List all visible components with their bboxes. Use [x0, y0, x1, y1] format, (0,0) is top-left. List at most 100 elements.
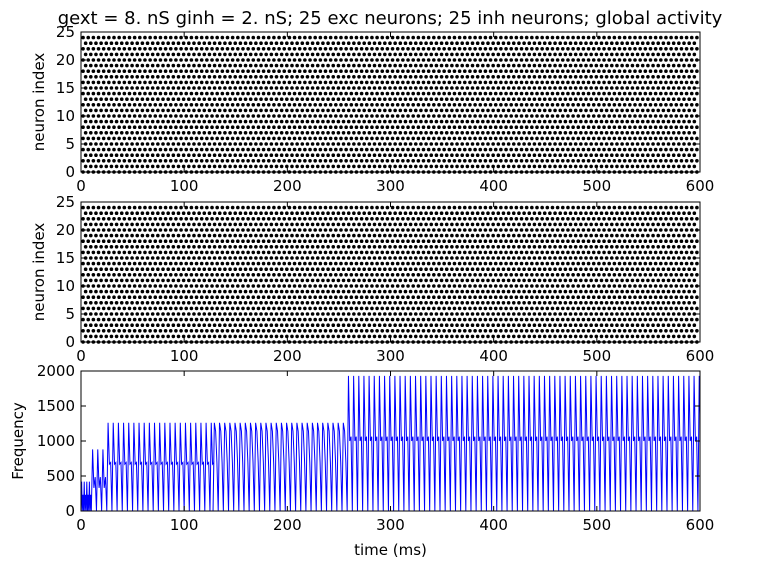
- spike-point: [553, 153, 557, 157]
- spike-point: [434, 278, 439, 283]
- spike-point: [243, 256, 248, 260]
- spike-point: [125, 301, 129, 305]
- spike-point: [550, 35, 555, 40]
- spike-point: [460, 153, 465, 157]
- spike-point: [499, 80, 503, 85]
- spike-point: [408, 52, 413, 57]
- spike-point: [581, 295, 586, 300]
- spike-point: [236, 306, 240, 311]
- spike-point: [401, 35, 405, 40]
- spike-point: [692, 267, 697, 272]
- spike-point: [215, 114, 219, 118]
- spike-point: [282, 80, 287, 85]
- spike-point: [444, 86, 449, 90]
- spike-point: [383, 86, 387, 90]
- spike-point: [462, 159, 467, 163]
- spike-point: [261, 136, 266, 141]
- spike-point: [573, 52, 578, 57]
- spike-point: [223, 119, 227, 124]
- spike-point: [346, 119, 351, 124]
- spike-point: [468, 69, 472, 73]
- spike-point: [481, 86, 485, 90]
- spike-point: [648, 261, 653, 266]
- spike-point: [620, 256, 624, 260]
- spike-point: [540, 295, 544, 300]
- spike-point: [530, 306, 534, 311]
- spike-point: [259, 267, 263, 272]
- spike-point: [156, 153, 160, 157]
- spike-point: [261, 284, 266, 288]
- spike-point: [114, 312, 119, 316]
- x-tick-label: 0: [76, 177, 86, 195]
- spike-point: [153, 91, 158, 96]
- spike-point: [519, 306, 524, 311]
- spike-point: [560, 159, 565, 163]
- spike-point: [210, 114, 214, 118]
- spike-point: [310, 142, 315, 146]
- spike-point: [434, 41, 439, 45]
- spike-point: [689, 329, 694, 333]
- spike-point: [421, 147, 426, 152]
- spike-point: [264, 256, 268, 260]
- spike-point: [189, 35, 194, 40]
- spike-point: [439, 256, 444, 260]
- spike-point: [264, 142, 268, 146]
- spike-point: [344, 80, 348, 85]
- spike-point: [630, 41, 635, 45]
- spike-point: [462, 80, 467, 85]
- spike-point: [524, 125, 529, 129]
- spike-point: [269, 334, 274, 339]
- figure-title: gext = 8. nS ginh = 2. nS; 25 exc neuron…: [58, 8, 723, 29]
- spike-point: [339, 114, 343, 118]
- spike-point: [264, 323, 268, 328]
- spike-point: [251, 91, 256, 96]
- spike-point: [419, 75, 423, 79]
- spike-point: [568, 108, 573, 113]
- spike-point: [212, 289, 217, 294]
- spike-point: [625, 86, 630, 90]
- spike-point: [274, 256, 279, 260]
- spike-point: [362, 267, 366, 272]
- spike-point: [326, 86, 330, 90]
- spike-point: [576, 159, 581, 163]
- spike-point: [122, 114, 127, 118]
- spike-point: [166, 256, 170, 260]
- spike-point: [609, 52, 614, 57]
- spike-point: [266, 295, 271, 300]
- spike-point: [274, 97, 279, 101]
- spike-point: [297, 273, 302, 277]
- spike-point: [179, 80, 183, 85]
- spike-point: [315, 142, 320, 146]
- spike-point: [395, 261, 400, 266]
- spike-point: [107, 250, 111, 255]
- spike-point: [661, 278, 666, 283]
- spike-point: [143, 80, 147, 85]
- spike-point: [192, 267, 196, 272]
- spike-point: [444, 63, 449, 68]
- spike-point: [661, 256, 666, 260]
- spike-point: [659, 91, 663, 96]
- spike-point: [579, 289, 583, 294]
- spike-point: [643, 114, 648, 118]
- spike-point: [656, 312, 661, 316]
- spike-point: [545, 136, 550, 141]
- spike-point: [303, 114, 307, 118]
- spike-point: [499, 317, 503, 322]
- spike-point: [416, 284, 421, 288]
- spike-point: [217, 267, 222, 272]
- spike-point: [138, 284, 142, 288]
- spike-point: [439, 52, 444, 57]
- spike-point: [442, 35, 446, 40]
- spike-point: [388, 63, 392, 68]
- spike-point: [679, 136, 684, 141]
- spike-point: [292, 91, 297, 96]
- spike-point: [625, 256, 630, 260]
- spike-point: [419, 153, 423, 157]
- spike-point: [468, 159, 472, 163]
- spike-point: [403, 97, 408, 101]
- spike-point: [491, 86, 495, 90]
- spike-point: [236, 147, 240, 152]
- spike-point: [486, 63, 490, 68]
- spike-point: [591, 329, 596, 333]
- spike-point: [107, 47, 111, 51]
